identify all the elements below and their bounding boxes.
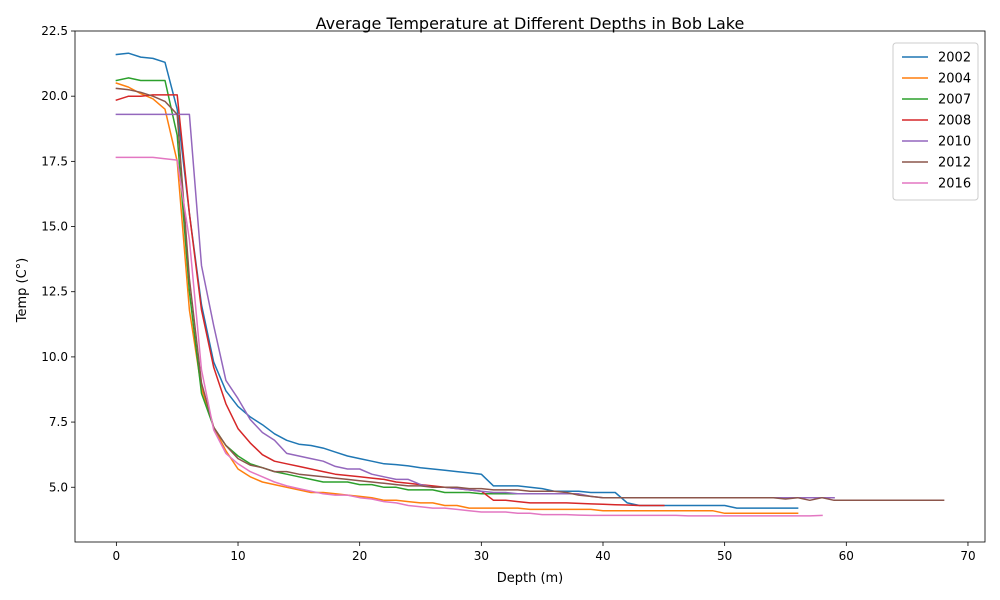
legend: 2002 2004 2007 2008 2010 2012 2016 bbox=[892, 42, 979, 201]
axes: 0 10 20 30 40 50 60 70 5.0 7.5 10.0 12.5 15.0 17.5 20.… bbox=[41, 24, 986, 563]
x-tick-label: 50 bbox=[717, 549, 732, 563]
legend-label-2010: 2010 bbox=[938, 135, 971, 150]
series-line-2008 bbox=[115, 94, 665, 507]
x-axis-label: Depth (m) bbox=[497, 571, 564, 586]
y-tick-label: 12.5 bbox=[41, 285, 68, 299]
series-line-2016 bbox=[115, 156, 823, 517]
legend-label-2012: 2012 bbox=[938, 156, 971, 171]
series-line-2010 bbox=[115, 113, 835, 499]
x-tick-label: 40 bbox=[595, 549, 610, 563]
legend-label-2002: 2002 bbox=[938, 51, 971, 66]
x-tick-label: 0 bbox=[113, 549, 121, 563]
plot-frame bbox=[74, 30, 986, 543]
y-tick-label: 17.5 bbox=[41, 154, 68, 168]
y-axis-label: Temp (C°) bbox=[15, 258, 30, 324]
x-tick-label: 20 bbox=[352, 549, 367, 563]
x-tick-label: 70 bbox=[960, 549, 975, 563]
y-tick-label: 22.5 bbox=[41, 24, 68, 38]
x-tick-label: 10 bbox=[230, 549, 245, 563]
series-lines bbox=[115, 52, 945, 517]
y-tick-label: 15.0 bbox=[41, 220, 68, 234]
y-tick-label: 7.5 bbox=[49, 415, 68, 429]
legend-label-2016: 2016 bbox=[938, 177, 971, 192]
legend-label-2008: 2008 bbox=[938, 114, 971, 129]
series-line-2007 bbox=[115, 77, 519, 495]
series-line-2002 bbox=[115, 52, 799, 509]
legend-label-2007: 2007 bbox=[938, 93, 971, 108]
legend-box bbox=[892, 42, 979, 201]
plot-area bbox=[115, 52, 945, 517]
y-tick-label: 10.0 bbox=[41, 350, 68, 364]
y-tick-label: 20.0 bbox=[41, 89, 68, 103]
legend-label-2004: 2004 bbox=[938, 72, 971, 87]
y-tick-label: 5.0 bbox=[49, 480, 68, 494]
chart-title: Average Temperature at Different Depths … bbox=[316, 14, 745, 33]
series-line-2012 bbox=[115, 87, 945, 502]
series-line-2004 bbox=[115, 82, 799, 515]
x-tick-label: 60 bbox=[839, 549, 854, 563]
x-tick-label: 30 bbox=[474, 549, 489, 563]
